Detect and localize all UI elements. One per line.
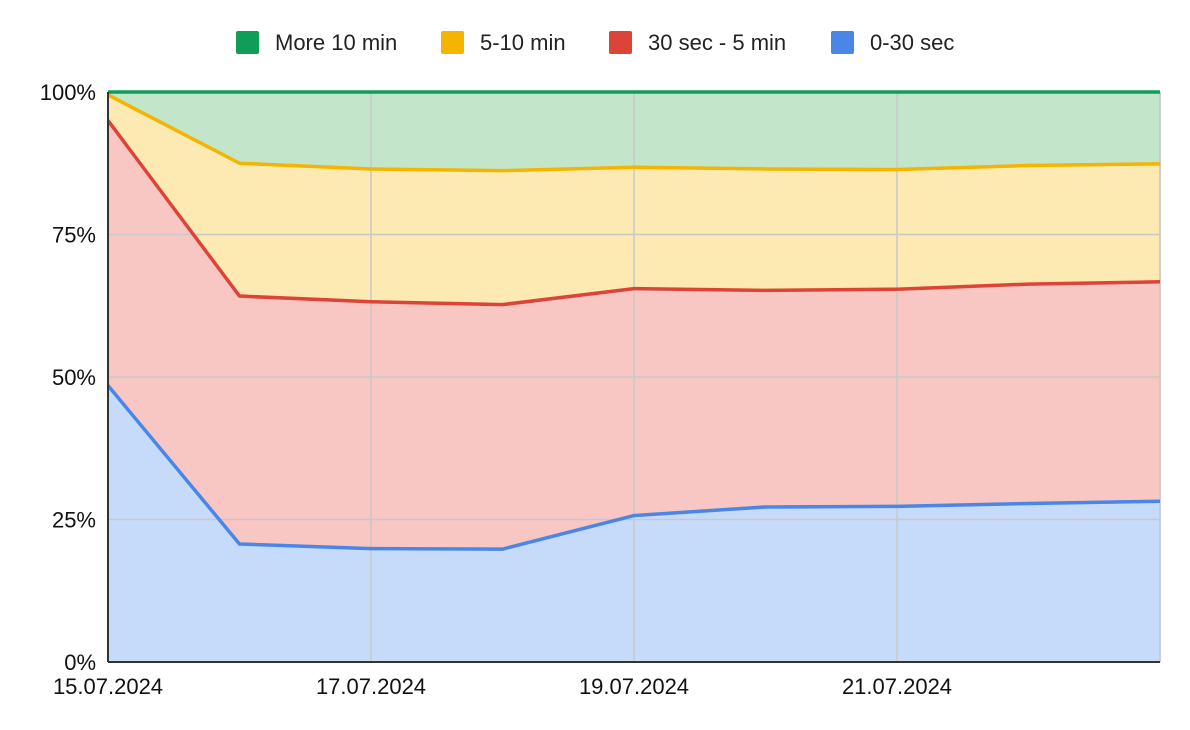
line-5-10-min xyxy=(107,93,1161,173)
x-axis-tick-labels: 15.07.2024 17.07.2024 19.07.2024 21.07.2024 xyxy=(53,674,952,699)
line-30-sec-5-min xyxy=(106,119,1161,307)
legend-swatch xyxy=(831,31,854,54)
line-0-30-sec xyxy=(106,384,1161,551)
legend-label: 5-10 min xyxy=(480,30,566,55)
axes xyxy=(107,92,1160,663)
legend-swatch xyxy=(609,31,632,54)
legend-item: 5-10 min xyxy=(441,30,566,55)
series-lines xyxy=(106,90,1161,551)
x-tick-label: 15.07.2024 xyxy=(53,674,163,699)
legend-swatch xyxy=(236,31,259,54)
y-tick-label: 100% xyxy=(40,80,96,105)
legend-label: 0-30 sec xyxy=(870,30,954,55)
y-tick-label: 75% xyxy=(52,223,96,248)
x-tick-label: 21.07.2024 xyxy=(842,674,952,699)
legend-item: More 10 min xyxy=(236,30,397,55)
legend-item: 0-30 sec xyxy=(831,30,954,55)
legend-item: 30 sec - 5 min xyxy=(609,30,786,55)
y-tick-label: 50% xyxy=(52,365,96,390)
legend: More 10 min 5-10 min 30 sec - 5 min 0-30 se… xyxy=(236,30,954,55)
legend-label: More 10 min xyxy=(275,30,397,55)
y-tick-label: 25% xyxy=(52,508,96,533)
x-tick-label: 19.07.2024 xyxy=(579,674,689,699)
legend-label: 30 sec - 5 min xyxy=(648,30,786,55)
legend-swatch xyxy=(441,31,464,54)
x-tick-label: 17.07.2024 xyxy=(316,674,426,699)
y-axis-tick-labels: 0% 25% 50% 75% 100% xyxy=(40,80,96,675)
y-tick-label: 0% xyxy=(64,650,96,675)
